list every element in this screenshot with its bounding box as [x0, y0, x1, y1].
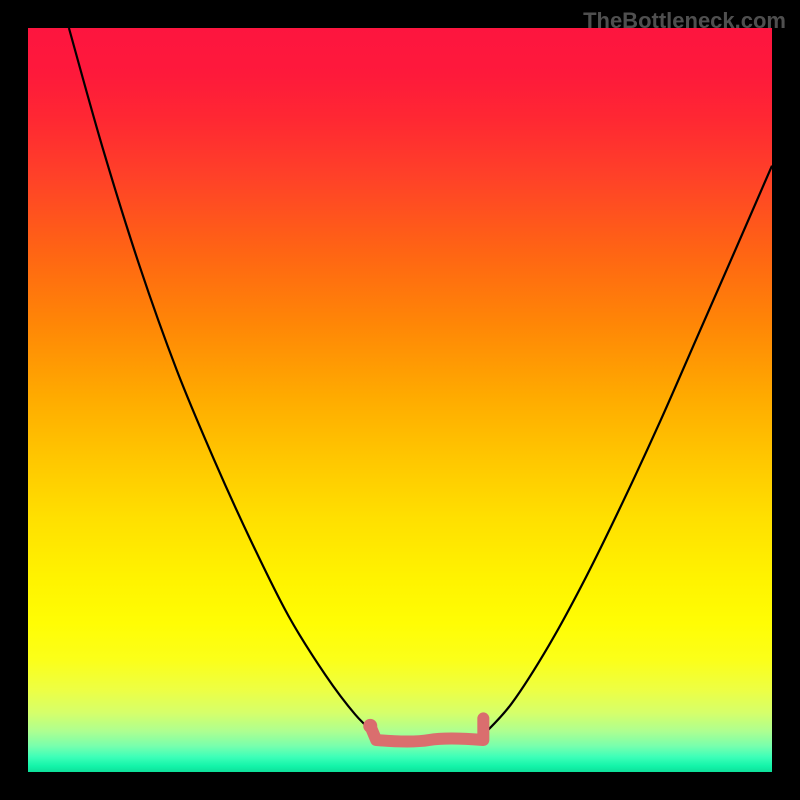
bottleneck-chart: TheBottleneck.com: [0, 0, 800, 800]
plot-area: [28, 28, 772, 772]
chart-svg: [0, 0, 800, 800]
floor-marker-dot: [363, 719, 377, 733]
